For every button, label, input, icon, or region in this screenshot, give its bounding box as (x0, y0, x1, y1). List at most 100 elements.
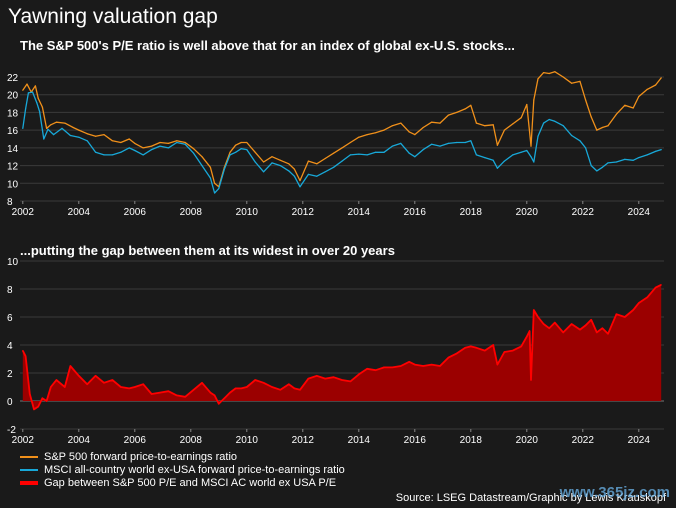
gap-point-47 (349, 380, 351, 382)
sp500-point-27 (209, 166, 211, 168)
gap-point-75 (543, 323, 545, 325)
sp500-point-53 (400, 122, 402, 124)
gap-point-85 (607, 333, 609, 335)
sp500-point-32 (235, 144, 237, 146)
sp500-point-63 (475, 122, 477, 124)
legend-swatch-gap (20, 481, 38, 485)
gap-point-37 (271, 386, 273, 388)
gap-point-17 (128, 387, 130, 389)
msci-point-24 (184, 143, 186, 145)
gap-point-83 (596, 331, 598, 333)
gap-point-5 (41, 397, 44, 399)
msci-point-38 (279, 165, 281, 167)
msci-point-39 (288, 170, 290, 172)
gap-point-71 (529, 330, 531, 332)
msci-point-88 (638, 157, 640, 159)
sp500-point-40 (293, 168, 295, 170)
bottom-ytick-label-5: 8 (7, 285, 13, 296)
bottom-ytick-label-1: 0 (7, 397, 13, 408)
sp500-point-18 (134, 142, 136, 144)
sp500-point-88 (638, 95, 640, 98)
top-ytick-label-3: 14 (7, 144, 19, 155)
msci-point-18 (134, 149, 136, 152)
top-xtick-label-0: 2002 (12, 207, 35, 218)
msci-point-56 (422, 149, 424, 151)
sp500-point-11 (78, 129, 80, 131)
sp500-point-20 (151, 145, 153, 147)
msci-point-55 (414, 156, 416, 158)
gap-point-31 (229, 392, 231, 394)
chart-top-title: The S&P 500's P/E ratio is well above th… (20, 38, 515, 53)
gap-point-50 (375, 369, 377, 371)
msci-point-45 (333, 166, 335, 168)
gap-point-70 (526, 336, 528, 338)
sp500-point-84 (607, 125, 609, 127)
msci-point-80 (585, 147, 587, 149)
msci-point-82 (596, 170, 598, 172)
top-xtick-label-7: 2016 (404, 207, 427, 218)
sp500-point-34 (246, 141, 248, 144)
msci-point-41 (299, 186, 301, 188)
legend-swatch-sp500 (20, 456, 38, 458)
top-xtick-label-4: 2010 (236, 207, 259, 218)
msci-point-7 (47, 128, 49, 130)
msci-point-49 (366, 154, 368, 156)
gap-point-2 (29, 393, 31, 395)
gap-point-45 (333, 376, 335, 378)
bottom-ytick-label-4: 6 (7, 313, 13, 324)
msci-point-69 (520, 151, 522, 153)
sp500-point-23 (176, 140, 178, 142)
msci-point-43 (316, 175, 318, 177)
gap-point-60 (456, 352, 458, 354)
gap-point-88 (632, 309, 634, 311)
msci-point-13 (95, 151, 97, 153)
msci-point-1 (25, 108, 27, 110)
sp500-point-71 (530, 145, 532, 147)
msci-point-32 (235, 151, 237, 153)
msci-point-30 (223, 168, 225, 170)
msci-point-71 (530, 156, 532, 158)
sp500-point-15 (111, 140, 113, 142)
gap-point-89 (638, 302, 640, 304)
top-xtick-label-6: 2014 (348, 207, 371, 218)
sp500-point-17 (128, 138, 130, 140)
sp500-point-48 (358, 136, 360, 138)
gap-point-22 (167, 390, 169, 392)
gap-point-48 (358, 373, 360, 375)
msci-point-51 (383, 151, 385, 153)
sp500-point-38 (279, 159, 281, 161)
gap-point-39 (288, 383, 290, 385)
top-ytick-label-2: 12 (7, 162, 19, 173)
gap-point-84 (601, 327, 604, 329)
gap-point-86 (615, 313, 618, 315)
legend-item-msci: MSCI all-country world ex-USA forward pr… (20, 464, 345, 476)
msci-point-60 (456, 141, 458, 144)
msci-point-20 (151, 149, 153, 151)
gap-point-76 (548, 327, 550, 329)
sp500-point-83 (601, 126, 604, 129)
msci-point-76 (554, 120, 556, 122)
gap-point-67 (503, 351, 505, 353)
msci-point-27 (209, 177, 211, 179)
gap-area-fill (22, 284, 662, 410)
msci-point-77 (562, 125, 564, 127)
gap-point-80 (579, 329, 581, 331)
gap-point-57 (431, 364, 433, 366)
top-xtick-label-1: 2004 (68, 207, 91, 218)
gap-point-40 (293, 387, 295, 389)
msci-point-58 (439, 145, 441, 147)
bottom-xtick-label-9: 2020 (516, 435, 539, 446)
msci-point-46 (341, 160, 343, 162)
sp500-point-4 (37, 97, 39, 99)
msci-point-75 (548, 118, 550, 121)
msci-point-48 (358, 153, 360, 155)
sp500-point-19 (142, 147, 144, 149)
sp500-point-82 (596, 129, 598, 131)
msci-point-61 (464, 141, 466, 144)
gap-point-51 (383, 366, 385, 368)
bottom-xtick-label-5: 2012 (292, 435, 315, 446)
msci-point-52 (391, 145, 393, 147)
bottom-xtick-label-6: 2014 (348, 435, 371, 446)
sp500-point-72 (533, 99, 535, 101)
